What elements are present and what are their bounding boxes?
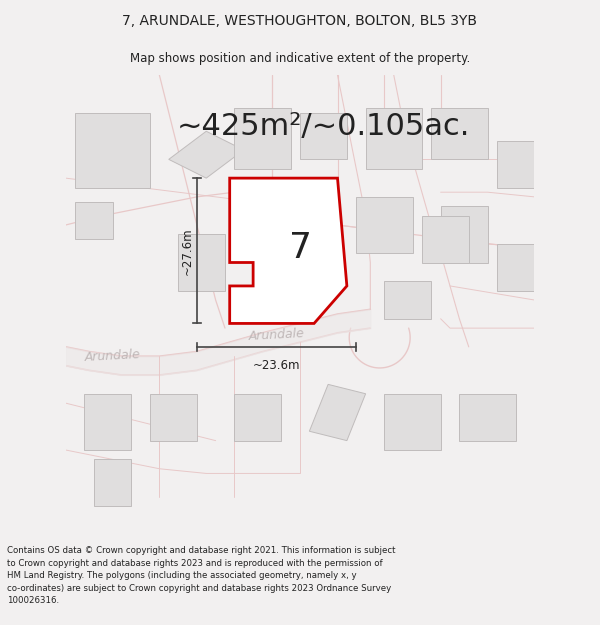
Text: Contains OS data © Crown copyright and database right 2021. This information is : Contains OS data © Crown copyright and d… — [7, 546, 396, 605]
Text: Arundale: Arundale — [84, 348, 141, 364]
Polygon shape — [497, 244, 535, 291]
Polygon shape — [85, 394, 131, 450]
Text: Map shows position and indicative extent of the property.: Map shows position and indicative extent… — [130, 52, 470, 65]
Polygon shape — [75, 201, 113, 239]
Polygon shape — [385, 281, 431, 319]
Polygon shape — [263, 216, 333, 286]
Text: 7: 7 — [289, 231, 311, 266]
Polygon shape — [300, 112, 347, 159]
Polygon shape — [94, 459, 131, 506]
Polygon shape — [497, 141, 535, 188]
Text: ~23.6m: ~23.6m — [253, 359, 301, 372]
Text: Arundale: Arundale — [248, 328, 305, 343]
Polygon shape — [235, 394, 281, 441]
Polygon shape — [363, 332, 396, 354]
Polygon shape — [440, 206, 487, 262]
Polygon shape — [230, 178, 347, 324]
Polygon shape — [310, 384, 365, 441]
Polygon shape — [178, 234, 225, 291]
Polygon shape — [385, 394, 440, 450]
Polygon shape — [460, 394, 515, 441]
Text: ~27.6m: ~27.6m — [181, 227, 194, 274]
Polygon shape — [150, 394, 197, 441]
Polygon shape — [431, 107, 487, 159]
Polygon shape — [169, 131, 244, 178]
Polygon shape — [75, 112, 150, 188]
Text: ~425m²/~0.105ac.: ~425m²/~0.105ac. — [177, 112, 470, 141]
Text: 7, ARUNDALE, WESTHOUGHTON, BOLTON, BL5 3YB: 7, ARUNDALE, WESTHOUGHTON, BOLTON, BL5 3… — [122, 14, 478, 28]
Polygon shape — [365, 107, 422, 169]
Polygon shape — [422, 216, 469, 262]
Polygon shape — [235, 107, 290, 169]
Polygon shape — [356, 197, 413, 253]
